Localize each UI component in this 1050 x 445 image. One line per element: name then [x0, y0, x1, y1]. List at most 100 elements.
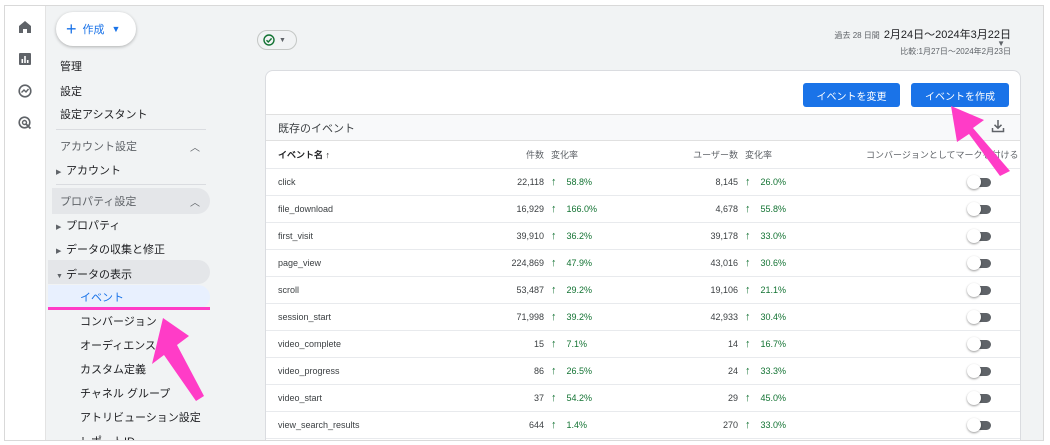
event-count-cell: 39,910 — [466, 222, 544, 250]
event-count-change-value: 47.9% — [566, 257, 593, 268]
conversion-toggle[interactable] — [967, 363, 991, 378]
event-name[interactable]: scroll — [278, 284, 300, 295]
date-dropdown-caret-icon[interactable]: ▼ — [997, 39, 1005, 48]
compare-chip[interactable]: ▼ — [257, 30, 297, 50]
active-item-bg — [48, 285, 210, 309]
divider — [56, 129, 206, 130]
conversion-toggle-cell — [798, 222, 1020, 250]
event-name-cell: session_start — [266, 303, 466, 331]
chevron-up-icon: ︿ — [190, 197, 200, 209]
user-count-cell: 19,106 — [604, 276, 738, 304]
user-count-cell: 42,933 — [604, 303, 738, 331]
sidebar-item-data-collection[interactable]: ▶ データの収集と修正 — [56, 241, 165, 257]
sidebar-item-audiences[interactable]: オーディエンス — [80, 340, 157, 352]
user-count: 24 — [727, 365, 738, 376]
conversion-toggle[interactable] — [967, 228, 991, 243]
event-name[interactable]: video_complete — [278, 338, 342, 349]
sidebar-item-account[interactable]: ▶ アカウント — [56, 162, 121, 178]
event-count-change-cell: ↑ 47.9% — [544, 249, 604, 277]
column-header-users-change[interactable]: 変化率 — [738, 141, 798, 169]
advertising-icon[interactable] — [16, 114, 34, 132]
event-name[interactable]: page_view — [278, 257, 322, 268]
explore-icon[interactable] — [16, 82, 34, 100]
expand-arrow-icon: ▶ — [56, 248, 62, 255]
sidebar-item-custom-definitions[interactable]: カスタム定義 — [80, 364, 146, 376]
sidebar-item-setup-assistant[interactable]: 設定アシスタント — [60, 109, 148, 121]
user-count-change-value: 55.8% — [760, 203, 787, 214]
event-count-cell: 224,869 — [466, 249, 544, 277]
table-row: page_view 224,869 ↑ 47.9% 43,016 ↑ 30.6% — [266, 249, 1020, 277]
event-count-change-value: 36.2% — [566, 230, 593, 241]
user-count-cell: 43,016 — [604, 249, 738, 277]
icon-rail — [5, 6, 46, 440]
sidebar-item-admin[interactable]: 管理 — [60, 61, 82, 73]
user-count-change-cell: ↑ 16.7% — [738, 330, 798, 358]
existing-events-title: 既存のイベント — [278, 122, 355, 135]
event-name[interactable]: click — [278, 176, 296, 187]
sidebar-item-data-display[interactable]: ▼ データの表示 — [56, 266, 132, 282]
create-button[interactable]: + 作成 ▼ — [56, 12, 136, 46]
conversion-toggle[interactable] — [967, 282, 991, 297]
sidebar-item-events[interactable]: イベント — [80, 292, 124, 304]
event-count-change-cell: ↑ 54.2% — [544, 384, 604, 412]
user-count: 14 — [727, 338, 738, 349]
conversion-toggle[interactable] — [967, 336, 991, 351]
toggle-knob — [967, 336, 981, 351]
trend-up-icon: ↑ — [745, 256, 751, 269]
event-count: 53,487 — [516, 284, 544, 295]
conversion-toggle[interactable] — [967, 309, 991, 324]
column-header-count[interactable]: 件数 — [466, 141, 544, 169]
trend-up-icon: ↑ — [745, 175, 751, 188]
conversion-toggle-cell — [798, 195, 1020, 223]
event-name-cell: video_progress — [266, 357, 466, 385]
create-event-button[interactable]: イベントを作成 — [911, 83, 1009, 107]
user-count-change-cell: ↑ 26.0% — [738, 168, 798, 196]
user-count: 8,145 — [715, 176, 738, 187]
download-icon[interactable] — [990, 118, 1006, 134]
column-header-mark-conversion: コンバージョンとしてマークを付ける — [798, 141, 1020, 169]
sidebar-item-settings[interactable]: 設定 — [60, 86, 82, 98]
event-name-cell: click — [266, 168, 466, 196]
home-icon[interactable] — [16, 18, 34, 36]
event-count: 644 — [528, 419, 544, 430]
conversion-toggle[interactable] — [967, 417, 991, 432]
event-name[interactable]: file_download — [278, 203, 334, 214]
user-count-change-cell: ↑ 30.6% — [738, 249, 798, 277]
sidebar-item-conversions[interactable]: コンバージョン — [80, 316, 157, 328]
event-count-change-value: 166.0% — [566, 203, 598, 214]
event-name[interactable]: view_search_results — [278, 419, 360, 430]
column-header-users[interactable]: ユーザー数 — [604, 141, 738, 169]
admin-sidebar: + 作成 ▼ 管理 設定 設定アシスタント アカウント設定 ︿ ▶ アカウント プ… — [46, 6, 214, 440]
property-settings-header[interactable]: プロパティ設定 ︿ — [52, 188, 210, 214]
modify-event-button[interactable]: イベントを変更 — [803, 83, 900, 107]
conversion-toggle[interactable] — [967, 390, 991, 405]
event-name[interactable]: video_progress — [278, 365, 340, 376]
sidebar-item-report-id[interactable]: レポートID — [80, 433, 135, 440]
account-settings-header[interactable]: アカウント設定 ︿ — [52, 133, 210, 159]
event-count-change-value: 26.5% — [566, 365, 593, 376]
date-range-picker[interactable]: 過去 28 日間 2月24日～2024年3月22日 比較:1月27日～2024年2… — [834, 26, 1011, 57]
conversion-toggle[interactable] — [967, 174, 991, 189]
conversion-toggle-cell — [798, 303, 1020, 331]
trend-up-icon: ↑ — [551, 310, 557, 323]
sidebar-item-property[interactable]: ▶ プロパティ — [56, 217, 120, 233]
column-header-count-change[interactable]: 変化率 — [544, 141, 604, 169]
sidebar-item-data-display-label: データの表示 — [66, 269, 132, 281]
conversion-toggle-cell — [798, 249, 1020, 277]
conversion-toggle[interactable] — [967, 255, 991, 270]
event-name[interactable]: session_start — [278, 311, 332, 322]
event-count-change-cell: ↑ 7.1% — [544, 330, 604, 358]
event-name[interactable]: video_start — [278, 392, 323, 403]
trend-up-icon: ↑ — [551, 229, 557, 242]
sidebar-item-attribution-settings[interactable]: アトリビューション設定 — [80, 412, 201, 424]
sidebar-item-channel-groups[interactable]: チャネル グループ — [80, 388, 171, 400]
column-header-event-name[interactable]: イベント名 ↑ — [266, 141, 466, 169]
create-button-label: 作成 — [82, 24, 105, 36]
conversion-toggle[interactable] — [967, 201, 991, 216]
event-name[interactable]: first_visit — [278, 230, 314, 241]
event-count: 224,869 — [511, 257, 544, 268]
conversion-toggle-cell — [798, 276, 1020, 304]
user-count-cell: 24 — [604, 357, 738, 385]
reports-icon[interactable] — [16, 50, 34, 68]
event-name-cell: video_start — [266, 384, 466, 412]
